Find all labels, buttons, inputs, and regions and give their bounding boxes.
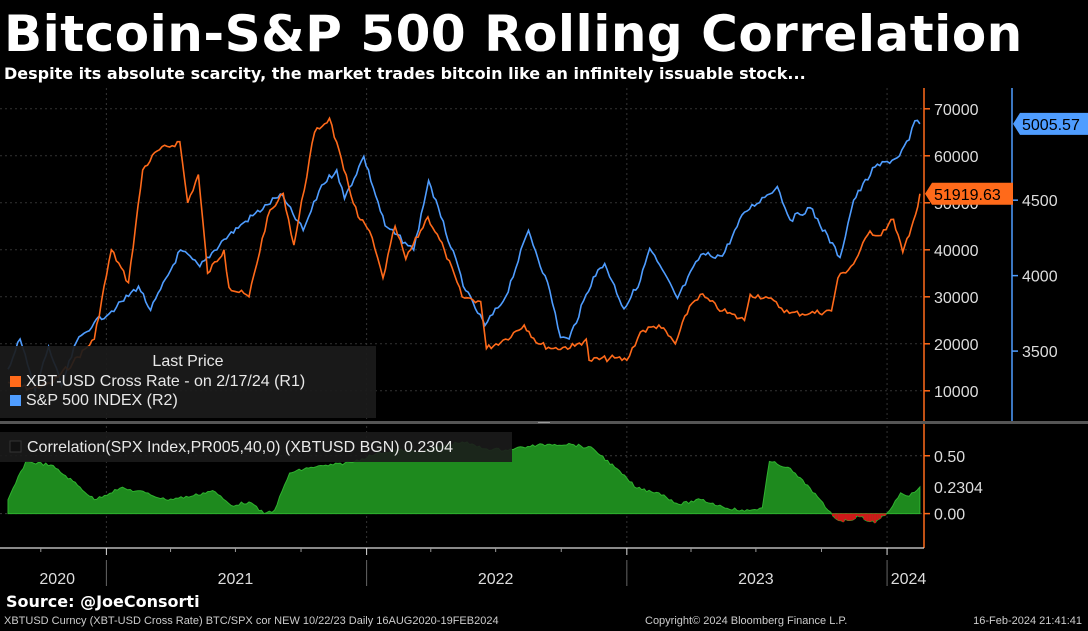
corr-last-value-label: 0.2304	[934, 480, 983, 497]
r1-tick-label: 30000	[934, 290, 979, 307]
x-tick-label: 2024	[891, 571, 927, 588]
r2-tick-label: 4500	[1022, 193, 1058, 210]
btc-last-value-flag: 51919.63	[925, 182, 1013, 205]
footer-right: 16-Feb-2024 21:41:41	[973, 615, 1082, 627]
spx-last-value-flag: 5005.57	[1013, 112, 1088, 135]
legend-header: Last Price	[152, 353, 223, 370]
x-tick-label: 2021	[218, 571, 254, 588]
spx-last-value-label: 5005.57	[1022, 117, 1080, 134]
corr-legend-text: Correlation(SPX Index,PR005,40,0) (XBTUS…	[27, 439, 453, 456]
corr-legend: Correlation(SPX Index,PR005,40,0) (XBTUS…	[0, 432, 512, 462]
r1-tick-label: 10000	[934, 384, 979, 401]
x-tick-label: 2022	[478, 571, 514, 588]
r1-tick-label: 60000	[934, 149, 979, 166]
source-credit: Source: @JoeConsorti	[6, 592, 200, 611]
corr-tick-label: 0.50	[934, 449, 965, 466]
x-tick-label: 2020	[39, 571, 75, 588]
footer-bar: XBTUSD Curncy (XBT-USD Cross Rate) BTC/S…	[0, 613, 1088, 631]
r1-tick-label: 70000	[934, 102, 979, 119]
legend: Last Price XBT-USD Cross Rate - on 2/17/…	[0, 346, 376, 418]
spx-series-line	[7, 119, 921, 394]
footer-center: Copyright© 2024 Bloomberg Finance L.P.	[645, 615, 848, 627]
corr-tick-label: 0.00	[934, 507, 965, 524]
chart-title: Bitcoin-S&P 500 Rolling Correlation	[4, 5, 1023, 63]
chart-svg: 10000200003000040000500006000070000 3500…	[0, 88, 1088, 588]
chart-subtitle: Despite its absolute scarcity, the marke…	[4, 64, 806, 83]
r2-tick-group: 3500 4000 4500	[1012, 193, 1058, 361]
r1-tick-group: 10000200003000040000500006000070000	[924, 102, 979, 401]
footer-left: XBTUSD Curncy (XBT-USD Cross Rate) BTC/S…	[4, 615, 499, 627]
x-tick-group: 2020 2021 2022 2023 2024	[39, 548, 926, 588]
btc-series-line	[7, 116, 921, 392]
corr-tick-group: 0.00 0.50	[924, 449, 965, 524]
legend-item-btc: XBT-USD Cross Rate - on 2/17/24 (R1)	[26, 373, 305, 390]
price-grid	[0, 88, 924, 419]
r2-tick-label: 4000	[1022, 269, 1058, 286]
r1-tick-label: 40000	[934, 243, 979, 260]
x-tick-label: 2023	[738, 571, 774, 588]
btc-last-value-label: 51919.63	[934, 187, 1001, 204]
r2-tick-label: 3500	[1022, 344, 1058, 361]
legend-swatch-spx	[10, 395, 21, 406]
correlation-negative-marks	[831, 513, 887, 523]
r1-tick-label: 20000	[934, 337, 979, 354]
legend-swatch-btc	[10, 376, 21, 387]
legend-item-spx: S&P 500 INDEX (R2)	[26, 392, 178, 409]
